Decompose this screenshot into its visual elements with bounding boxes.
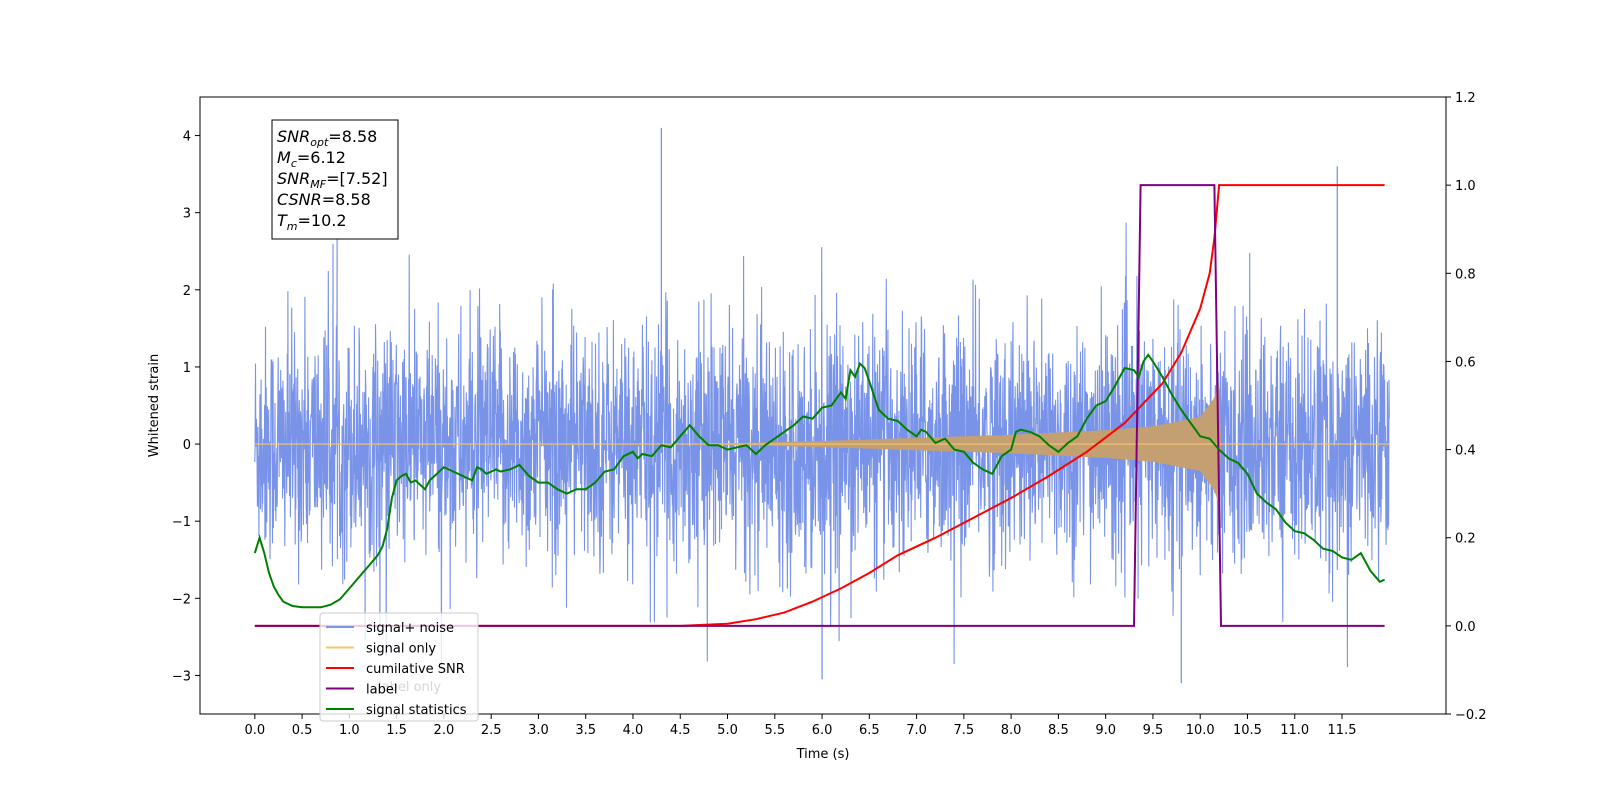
x-tick-label: 1.5 [386, 723, 407, 738]
x-tick-label: 11.5 [1328, 723, 1357, 738]
annotation-value: =6.12 [297, 148, 346, 167]
annotation-line: CSNR=8.58 [277, 190, 371, 209]
annotation-value: =8.58 [322, 190, 371, 209]
y-tick-label: 4 [183, 130, 191, 145]
y2-tick-label: 1.2 [1455, 91, 1476, 106]
y2-tick-label: −0.2 [1455, 708, 1487, 723]
series-label-line [254, 184, 1385, 627]
y2-tick-label: 0.4 [1455, 444, 1476, 459]
series-signal-statistics-line [253, 353, 1386, 609]
annotation-line: SNRopt=8.58 [277, 127, 377, 149]
annotation-line: Tm=10.2 [277, 211, 347, 233]
x-tick-label: 5.0 [717, 723, 738, 738]
x-tick-label: 6.0 [812, 723, 833, 738]
legend-overlap-text: label only [378, 680, 441, 695]
y-tick-label: −2 [172, 592, 191, 607]
annotation-symbol: SNR [277, 127, 310, 146]
annotation-subscript: m [287, 220, 298, 233]
x-axis-label: Time (s) [796, 747, 850, 762]
legend-frame [319, 612, 479, 722]
y-tick-label: 3 [183, 207, 191, 222]
x-tick-label: 9.5 [1143, 723, 1164, 738]
x-tick-label: 7.5 [954, 723, 975, 738]
x-tick-label: 2.5 [481, 723, 502, 738]
annotation-box-frame [271, 119, 399, 240]
annotation-value: =10.2 [298, 211, 347, 230]
annotation-symbol: CSNR [277, 190, 322, 209]
x-tick-label: 2.0 [434, 723, 455, 738]
annotation-subscript: opt [310, 136, 329, 149]
legend[interactable]: label only signal+ noise signal only cumila… [319, 612, 479, 722]
annotation-subscript: c [291, 157, 297, 170]
x-tick-label: 7.0 [906, 723, 927, 738]
y-tick-label: 1 [183, 361, 191, 376]
y2-tick-label: 0.2 [1455, 532, 1476, 547]
axes-layer: 0.0 0.5 1.0 1.5 2.0 2.5 3.0 3.5 4.0 4.5 5.0 5.5 6.0 6… [147, 91, 1487, 762]
annotation-line: Mc=6.12 [277, 148, 346, 170]
annotation-line: SNRMF=[7.52] [277, 169, 388, 191]
y-tick-label: −1 [172, 515, 191, 530]
annotation-value: =8.58 [328, 127, 377, 146]
x-tick-label: 4.5 [670, 723, 691, 738]
annotation-symbol: T [277, 211, 288, 230]
annotation-subscript: MF [310, 178, 326, 191]
series-cumilative-snr-line [254, 184, 1385, 627]
annotation-value: =[7.52] [326, 169, 388, 188]
x-tick-label: 11.0 [1280, 723, 1309, 738]
y2-tick-label: 0.6 [1455, 355, 1476, 370]
y2-tick-label: 0.0 [1455, 620, 1476, 635]
legend-label-cumilative-snr: cumilative SNR [366, 662, 465, 677]
x-tick-label: 0.0 [244, 723, 265, 738]
y2-tick-label: 1.0 [1455, 179, 1476, 194]
annotation-symbol: SNR [277, 169, 310, 188]
x-tick-label: 9.0 [1095, 723, 1116, 738]
y2-tick-label: 0.8 [1455, 267, 1476, 282]
x-tick-label: 8.5 [1048, 723, 1069, 738]
plot-frame [199, 96, 1447, 715]
legend-label-label: label [366, 683, 397, 698]
x-tick-label: 5.5 [764, 723, 785, 738]
y-tick-label: −3 [172, 669, 191, 684]
x-tick-label: 1.0 [339, 723, 360, 738]
annotation-symbol: M [277, 148, 291, 167]
legend-label-signal-only: signal only [366, 642, 436, 657]
x-tick-label: 3.0 [528, 723, 549, 738]
x-tick-label: 4.0 [623, 723, 644, 738]
x-tick-label: 10.0 [1186, 723, 1215, 738]
x-tick-label: 8.0 [1001, 723, 1022, 738]
x-tick-label: 6.5 [859, 723, 880, 738]
y-axis-label: Whitened strain [147, 354, 162, 457]
y-tick-label: 2 [183, 284, 191, 299]
x-tick-label: 10.5 [1233, 723, 1262, 738]
plot-area [253, 127, 1390, 684]
legend-label-signal-noise: signal+ noise [366, 621, 454, 636]
x-tick-label: 3.5 [575, 723, 596, 738]
x-tick-label: 0.5 [292, 723, 313, 738]
annotation-box: SNRopt=8.58Mc=6.12SNRMF=[7.52]CSNR=8.58T… [271, 119, 399, 240]
legend-label-signal-statistics: signal statistics [366, 703, 467, 718]
y-tick-label: 0 [183, 438, 191, 453]
